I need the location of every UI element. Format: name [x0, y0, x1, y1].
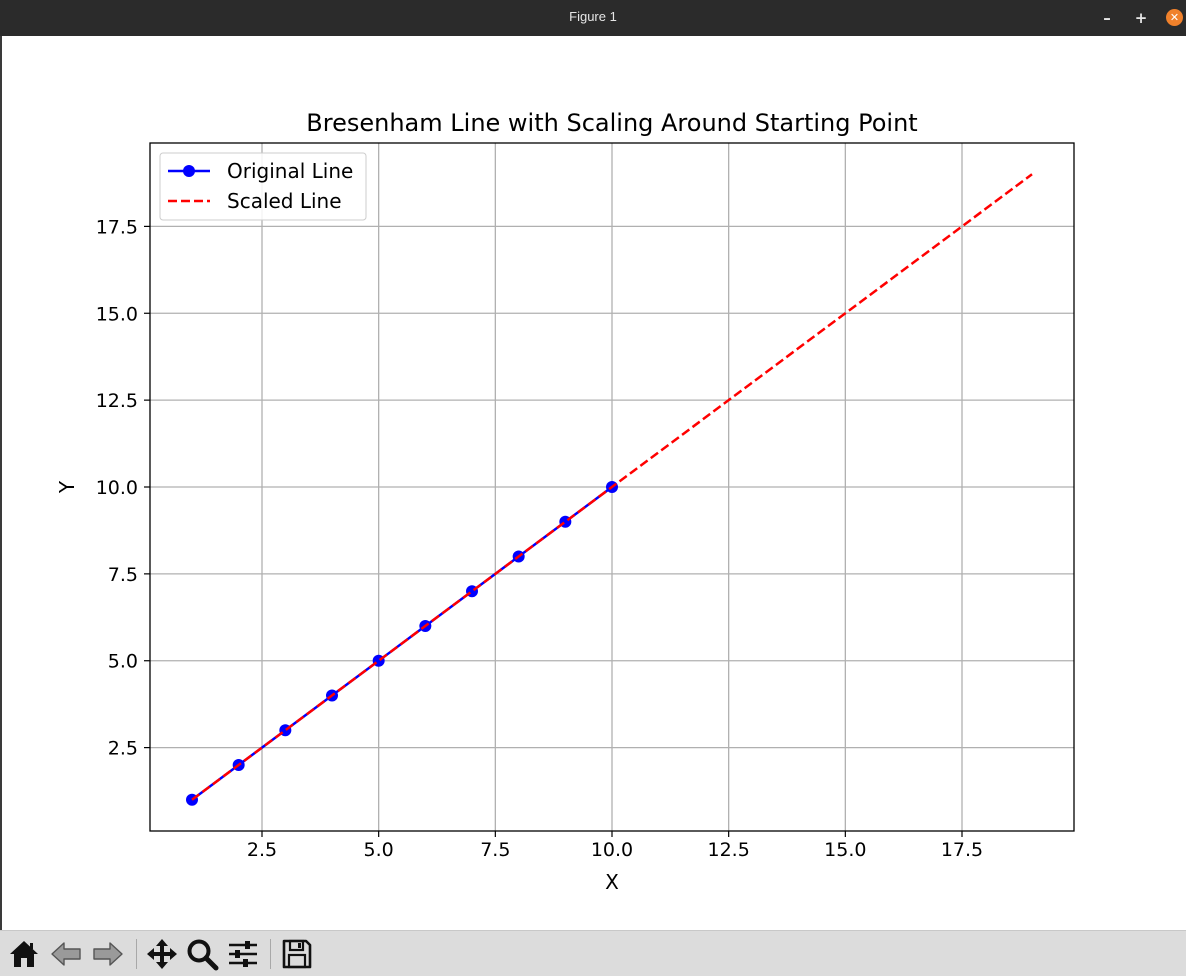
legend-label-original: Original Line	[227, 159, 353, 183]
legend-box	[159, 152, 367, 221]
series-layer	[186, 173, 1033, 806]
magnifier-icon	[187, 939, 219, 971]
x-tick-label: 10.0	[591, 839, 633, 861]
line-chart: 2.5 5.0 7.5 10.0 12.5 15.0 17.5 2.5 5.0 7.5 10.0 12…	[55, 109, 1075, 894]
back-arrow-icon	[51, 942, 81, 966]
x-tick-label: 2.5	[247, 839, 277, 861]
x-tick-label: 12.5	[708, 839, 750, 861]
y-tick-label: 7.5	[108, 564, 138, 586]
legend-label-scaled: Scaled Line	[227, 189, 342, 213]
x-tick-label: 15.0	[824, 839, 866, 861]
sliders-icon	[229, 941, 257, 967]
x-axis-label: X	[605, 870, 619, 894]
y-tick-label: 17.5	[96, 216, 138, 238]
toolbar-separator	[136, 939, 137, 969]
home-icon	[10, 941, 38, 967]
figure-canvas[interactable]: 2.5 5.0 7.5 10.0 12.5 15.0 17.5 2.5 5.0 7.5 10.0 12…	[0, 36, 1186, 930]
y-tick-label: 2.5	[108, 738, 138, 760]
y-tick-label: 10.0	[96, 477, 138, 499]
navigation-toolbar	[0, 930, 1186, 976]
axis-ticks: 2.5 5.0 7.5 10.0 12.5 15.0 17.5 2.5 5.0 7.5 10.0 12…	[96, 216, 983, 861]
window-titlebar[interactable]: Figure 1 – + ✕	[0, 0, 1186, 36]
close-button[interactable]: ✕	[1166, 9, 1183, 26]
y-axis-label: Y	[55, 480, 79, 494]
series-line-scaled	[191, 173, 1033, 801]
zoom-button[interactable]	[184, 936, 220, 972]
move-icon	[147, 939, 177, 969]
maximize-button[interactable]: +	[1134, 9, 1148, 27]
window-title: Figure 1	[569, 9, 617, 24]
legend: Original Line Scaled Line	[159, 152, 367, 221]
y-tick-label: 12.5	[96, 390, 138, 412]
back-button[interactable]	[48, 936, 84, 972]
legend-marker-original	[183, 165, 195, 177]
x-tick-label: 5.0	[364, 839, 394, 861]
toolbar-separator	[270, 939, 271, 969]
chart-title: Bresenham Line with Scaling Around Start…	[306, 109, 917, 137]
pan-button[interactable]	[144, 936, 180, 972]
window-left-border	[0, 36, 2, 930]
forward-button[interactable]	[90, 936, 126, 972]
y-tick-label: 15.0	[96, 303, 138, 325]
floppy-disk-icon	[282, 939, 312, 969]
x-tick-label: 7.5	[480, 839, 510, 861]
home-button[interactable]	[6, 936, 42, 972]
x-tick-label: 17.5	[941, 839, 983, 861]
configure-subplots-button[interactable]	[225, 936, 261, 972]
grid-lines	[150, 143, 1074, 831]
forward-arrow-icon	[93, 942, 123, 966]
minimize-button[interactable]: –	[1103, 9, 1111, 27]
y-tick-label: 5.0	[108, 651, 138, 673]
save-button[interactable]	[279, 936, 315, 972]
